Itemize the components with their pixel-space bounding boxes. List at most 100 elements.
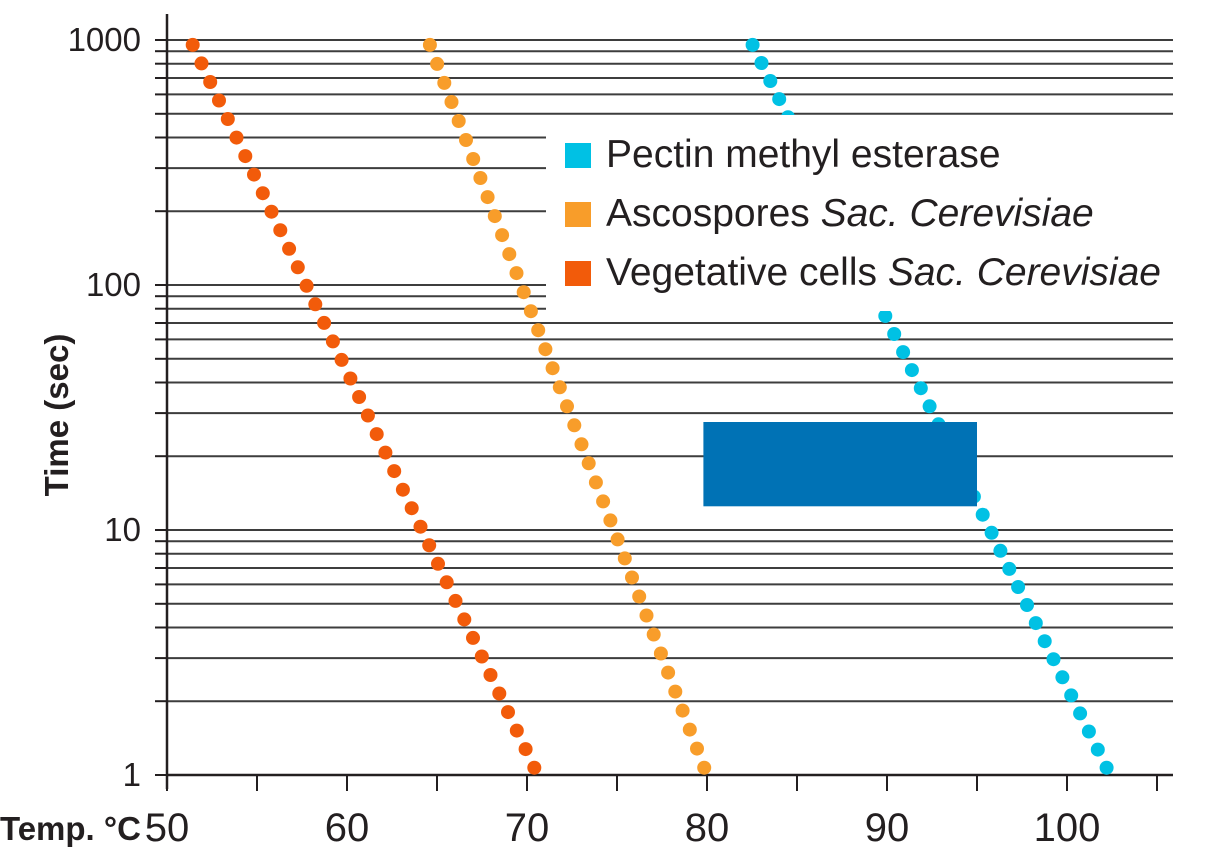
data-dot	[437, 75, 452, 90]
data-dot	[501, 705, 515, 720]
legend-swatch-icon	[565, 201, 591, 227]
data-dot	[387, 464, 402, 479]
data-dot	[639, 608, 654, 623]
data-dot	[466, 152, 481, 166]
data-dot	[922, 399, 937, 414]
data-dot	[422, 538, 437, 553]
y-tick-label-1: 1	[122, 756, 141, 793]
data-dot	[581, 456, 596, 471]
data-dot	[369, 427, 384, 442]
data-dot	[1099, 760, 1114, 775]
data-dot	[273, 223, 288, 238]
data-dot	[212, 93, 226, 108]
data-dot	[560, 399, 574, 414]
data-dot	[993, 543, 1008, 558]
data-dot	[675, 703, 690, 718]
data-dot	[352, 390, 367, 404]
data-dot	[247, 167, 261, 182]
data-dot	[299, 278, 314, 293]
data-dot	[878, 308, 893, 323]
data-dot	[763, 74, 778, 88]
data-dot	[545, 361, 560, 376]
data-dot	[661, 665, 676, 680]
data-dot	[448, 593, 463, 608]
x-tick-label-100: 100	[1033, 806, 1101, 850]
data-dot	[317, 315, 332, 330]
data-dot	[887, 327, 902, 341]
legend-item: Pectin methyl esterase	[565, 133, 1001, 176]
data-dot	[360, 408, 375, 423]
data-dot	[1055, 670, 1070, 685]
y-axis-title: Time (sec)	[38, 333, 75, 497]
data-dot	[473, 171, 488, 185]
data-dot	[516, 285, 531, 300]
data-dot	[518, 742, 533, 757]
data-dot	[1073, 706, 1088, 721]
data-dot	[185, 37, 200, 52]
data-dot	[502, 247, 517, 262]
x-tick-label-90: 90	[864, 806, 910, 850]
data-dot	[523, 304, 538, 319]
data-dot	[690, 741, 704, 756]
data-dot	[772, 92, 787, 107]
data-dot	[610, 532, 625, 547]
data-dot	[334, 352, 349, 367]
data-dot	[431, 556, 445, 571]
legend: Pectin methyl esterase Ascospores Sac. Ce…	[546, 115, 1180, 311]
data-dot	[603, 513, 618, 528]
data-dot	[439, 575, 454, 590]
data-dot	[194, 56, 209, 71]
legend-label: Ascospores Sac. Cerevisiae	[606, 192, 1094, 235]
y-tick-label-100: 100	[85, 266, 141, 303]
data-dot	[632, 589, 647, 604]
data-dot	[697, 760, 712, 775]
data-dot	[1020, 598, 1034, 612]
data-dot	[480, 190, 495, 205]
data-dot	[466, 630, 480, 645]
data-dot	[1081, 724, 1096, 739]
data-dot	[378, 445, 393, 460]
data-dot	[264, 204, 279, 219]
data-dot	[625, 570, 639, 585]
data-dot	[1002, 561, 1017, 576]
data-dot	[574, 437, 589, 452]
data-dot	[913, 381, 928, 396]
x-tick-label-60: 60	[324, 806, 370, 850]
data-dot	[1028, 616, 1043, 631]
data-dot	[220, 112, 235, 126]
y-tick-label-10: 10	[104, 511, 141, 548]
data-dot	[430, 56, 445, 71]
data-dot	[1011, 580, 1026, 594]
legend-label: Vegetative cells Sac. Cerevisiae	[606, 251, 1161, 294]
data-dot	[588, 475, 603, 490]
x-tick-label-70: 70	[504, 806, 550, 850]
data-dot	[754, 56, 769, 70]
data-dot	[404, 501, 419, 516]
data-dot	[1064, 688, 1079, 703]
data-dot	[238, 149, 253, 164]
data-dot	[509, 723, 524, 738]
data-dot	[308, 297, 323, 312]
legend-swatch-icon	[565, 142, 591, 168]
data-dot	[596, 494, 611, 509]
data-dot	[1090, 742, 1105, 757]
data-dot	[444, 95, 459, 109]
x-tick-label-50: 50	[144, 806, 190, 850]
data-dot	[229, 130, 244, 145]
data-dot	[975, 507, 990, 522]
legend-label: Pectin methyl esterase	[606, 133, 1001, 176]
data-dot	[527, 760, 542, 775]
data-dot	[653, 646, 668, 661]
legend-item: Vegetative cells Sac. Cerevisiae	[565, 251, 1161, 294]
data-dot	[552, 380, 567, 395]
y-tick-label-1000: 1000	[67, 21, 141, 58]
data-dot	[984, 525, 999, 540]
data-dot	[325, 334, 340, 349]
data-dot	[896, 345, 911, 360]
data-dot	[422, 37, 437, 52]
data-dot	[492, 686, 507, 701]
pasteurization-zone-box	[703, 422, 977, 507]
data-dot	[343, 371, 358, 386]
x-axis-title: Temp. °C	[0, 810, 141, 847]
